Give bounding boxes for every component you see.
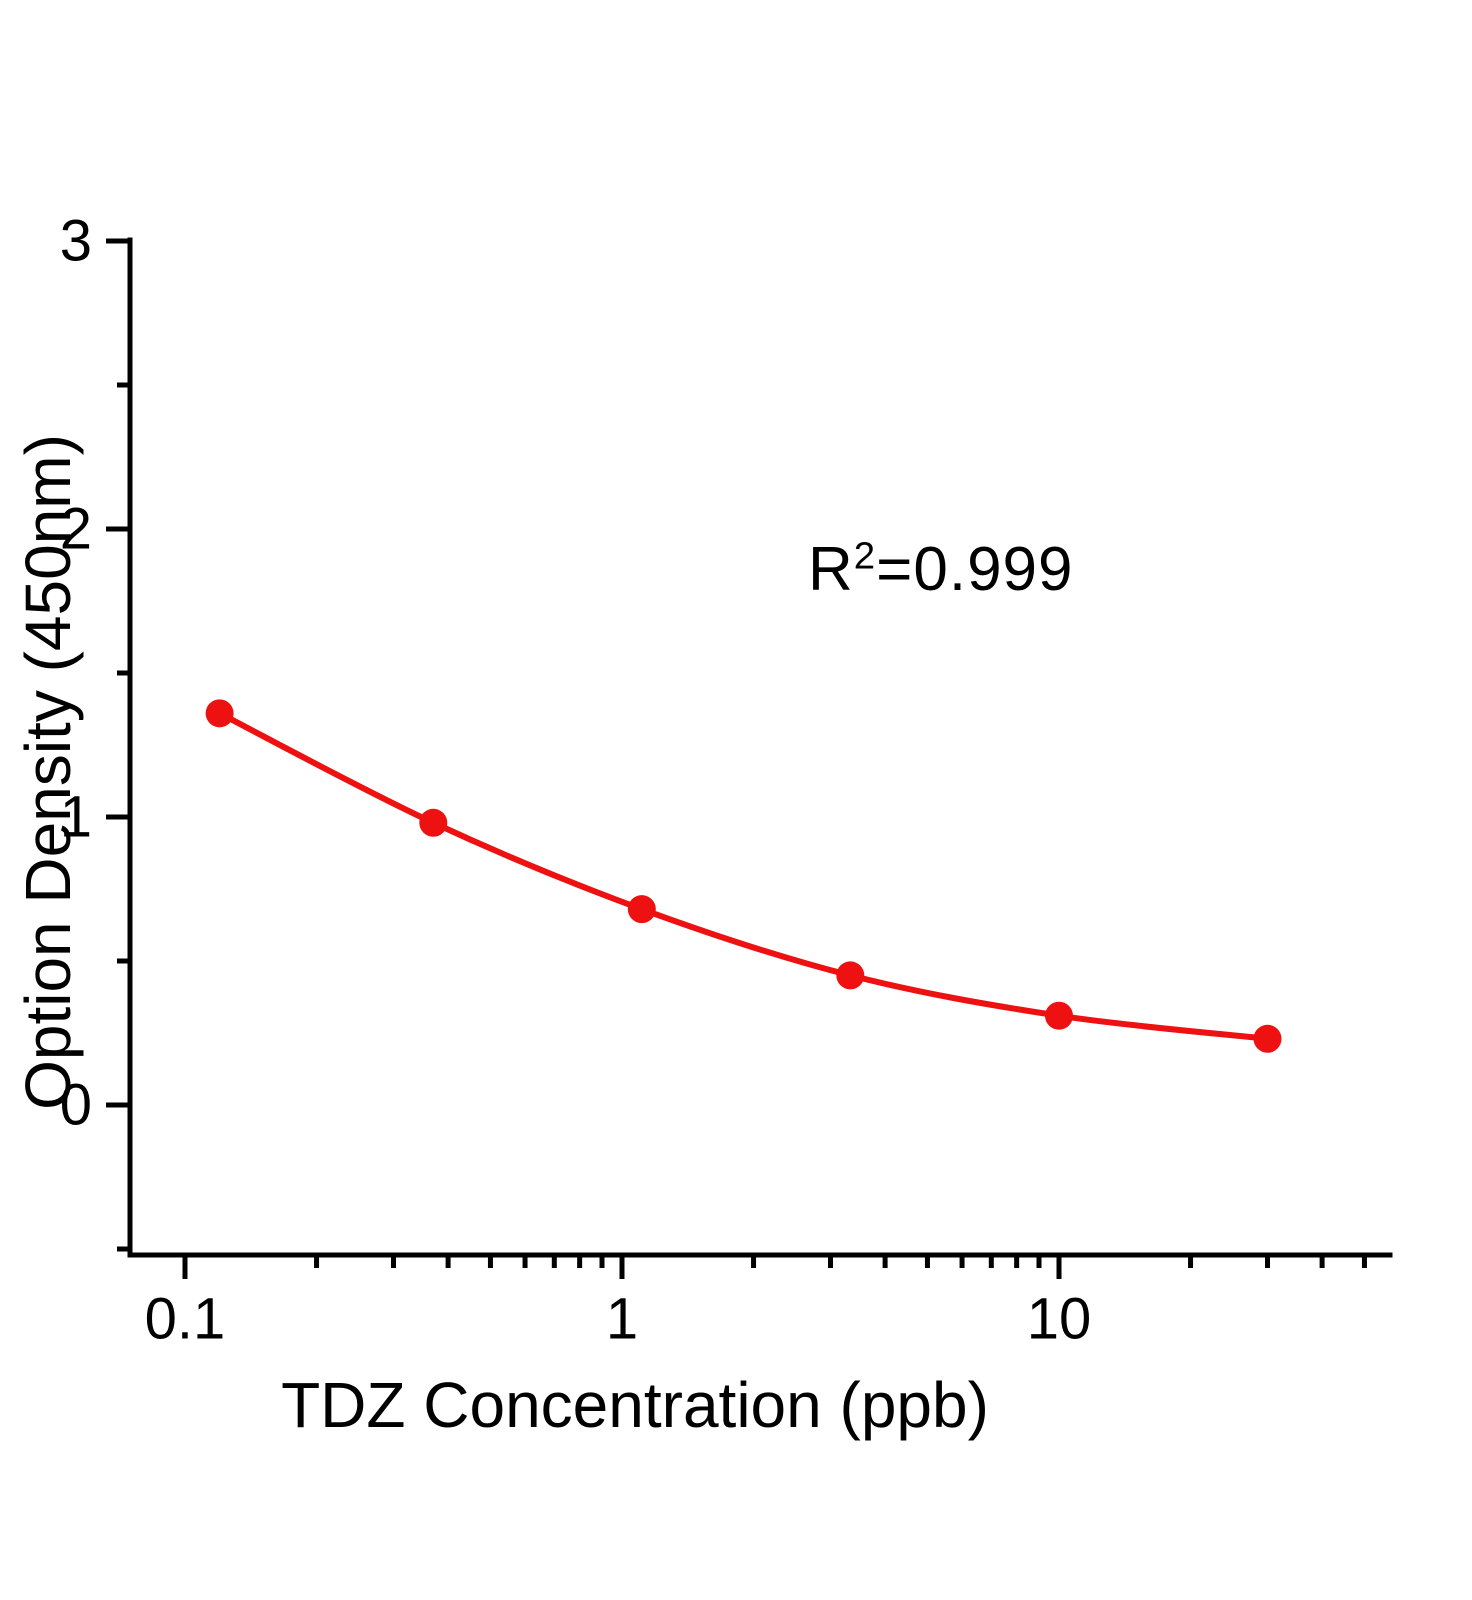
data-point-marker bbox=[627, 895, 656, 924]
y-axis-title: Option Density (450nm) bbox=[12, 434, 84, 1110]
standard-curve-line bbox=[216, 710, 1271, 1042]
r-squared-base: R bbox=[808, 535, 854, 604]
data-point-marker bbox=[205, 699, 234, 728]
x-tick-label: 1 bbox=[606, 1287, 638, 1352]
data-point-marker bbox=[836, 961, 865, 990]
r-squared-value: =0.999 bbox=[876, 535, 1074, 604]
y-tick-label: 2 bbox=[60, 497, 92, 562]
data-point-marker bbox=[419, 808, 448, 837]
x-tick-label: 0.1 bbox=[145, 1287, 226, 1352]
r-squared-annotation: R2=0.999 bbox=[808, 534, 1074, 605]
y-tick-label: 3 bbox=[60, 209, 92, 274]
axes bbox=[127, 237, 1393, 1258]
data-point-marker bbox=[1045, 1001, 1073, 1030]
x-axis-title: TDZ Concentration (ppb) bbox=[281, 1369, 989, 1441]
y-tick-label: 1 bbox=[60, 785, 92, 850]
y-tick-label: 0 bbox=[60, 1073, 92, 1138]
r-squared-exponent: 2 bbox=[853, 534, 877, 578]
data-point-marker bbox=[1253, 1024, 1282, 1053]
x-tick-label: 10 bbox=[1027, 1287, 1092, 1352]
